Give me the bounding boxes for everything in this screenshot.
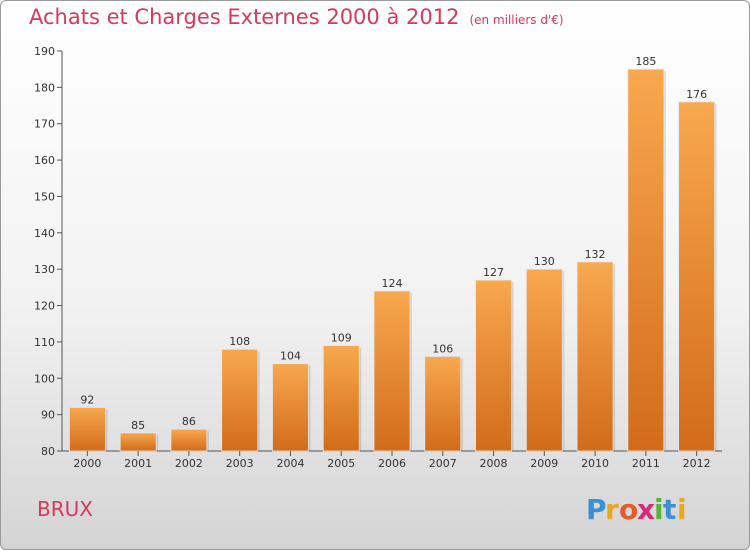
bar-value-label: 109 — [331, 332, 352, 345]
x-tick-label: 2000 — [73, 457, 101, 470]
bar-value-label: 106 — [432, 342, 453, 355]
svg-text:r: r — [605, 493, 619, 526]
bar — [525, 268, 563, 452]
y-tick-label: 120 — [34, 300, 55, 313]
x-tick-label: 2001 — [124, 457, 152, 470]
bar — [272, 363, 309, 452]
bar — [627, 68, 665, 452]
y-tick-label: 100 — [34, 372, 55, 385]
x-tick-label: 2004 — [276, 457, 304, 470]
bar-value-label: 127 — [483, 266, 504, 279]
bar — [221, 348, 259, 452]
svg-text:t: t — [663, 493, 676, 526]
bar-value-label: 104 — [280, 350, 301, 363]
y-tick-label: 90 — [41, 409, 55, 422]
bar-value-label: 185 — [635, 55, 656, 68]
x-tick-label: 2006 — [378, 457, 406, 470]
x-tick-label: 2008 — [480, 457, 508, 470]
svg-text:x: x — [637, 493, 655, 526]
chart-title: Achats et Charges Externes 2000 à 2012 (e… — [29, 5, 564, 29]
y-tick-label: 190 — [34, 45, 55, 58]
proxiti-logo: P r o x i t i — [586, 493, 687, 526]
bar — [576, 261, 614, 452]
svg-text:P: P — [586, 493, 607, 526]
y-tick-label: 160 — [34, 154, 55, 167]
y-tick-label: 140 — [34, 227, 55, 240]
bar-value-label: 86 — [182, 415, 196, 428]
y-tick-label: 150 — [34, 190, 55, 203]
x-tick-label: 2011 — [632, 457, 660, 470]
y-tick-label: 170 — [34, 118, 55, 131]
bar-value-label: 130 — [534, 255, 555, 268]
chart-unit-label: (en milliers d'€) — [469, 13, 564, 27]
svg-text:i: i — [677, 493, 687, 526]
bar — [475, 279, 512, 452]
x-tick-label: 2012 — [683, 457, 711, 470]
bar-value-label: 108 — [229, 335, 250, 348]
x-tick-label: 2007 — [429, 457, 457, 470]
bar — [119, 432, 157, 452]
bar — [678, 101, 716, 452]
bar-value-label: 124 — [382, 277, 403, 290]
bar-value-label: 92 — [80, 393, 94, 406]
y-tick-label: 110 — [34, 336, 55, 349]
svg-text:i: i — [654, 493, 664, 526]
y-tick-label: 180 — [34, 81, 55, 94]
x-tick-label: 2002 — [175, 457, 203, 470]
bar-value-label: 176 — [686, 88, 707, 101]
chart-title-text: Achats et Charges Externes 2000 à 2012 — [29, 5, 460, 29]
y-tick-label: 130 — [34, 263, 55, 276]
x-tick-label: 2005 — [327, 457, 355, 470]
x-tick-label: 2003 — [226, 457, 254, 470]
bar — [68, 406, 106, 452]
y-tick-label: 80 — [41, 445, 55, 458]
commune-name: BRUX — [37, 497, 93, 521]
bar — [373, 290, 411, 452]
bar-value-label: 132 — [585, 248, 606, 261]
bar — [322, 345, 360, 452]
bar — [424, 356, 462, 452]
bar-value-label: 85 — [131, 419, 145, 432]
bar — [170, 428, 208, 452]
svg-text:o: o — [619, 493, 638, 526]
x-tick-label: 2010 — [581, 457, 609, 470]
x-tick-label: 2009 — [530, 457, 558, 470]
